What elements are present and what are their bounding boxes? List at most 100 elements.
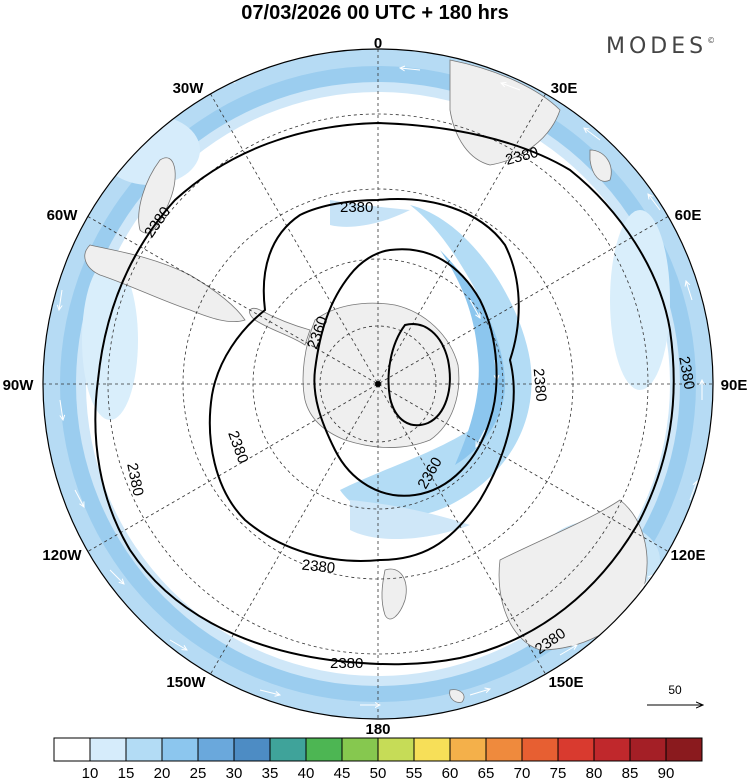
meridian — [87, 216, 669, 552]
wind-patch — [610, 210, 670, 390]
colorbar-tick-label: 75 — [550, 765, 567, 782]
colorbar-swatch — [269, 737, 307, 762]
colorbar-tick-label: 80 — [586, 765, 603, 782]
map-title: 07/03/2026 00 UTC + 180 hrs — [241, 2, 509, 24]
south-pole-marker — [375, 381, 381, 387]
colorbar-swatch — [449, 737, 487, 762]
colorbar-swatch — [593, 737, 631, 762]
colorbar-swatch — [413, 737, 451, 762]
contour-label: 2380 — [330, 655, 363, 672]
brand-name: MODES — [606, 34, 708, 59]
wind-arrow — [59, 289, 62, 310]
contour-label: 2380 — [340, 199, 373, 216]
colorbar-swatch — [629, 737, 667, 762]
wind-arrow — [169, 639, 187, 650]
lon-label-90w: 90W — [3, 377, 35, 394]
lon-label-150w: 150W — [166, 674, 206, 691]
wind-patch — [82, 260, 138, 420]
wind-arrow — [109, 569, 124, 584]
modes-logo: MODES© — [606, 34, 715, 59]
colorbar-tick-label: 30 — [226, 765, 243, 782]
height-contours — [94, 121, 675, 666]
colorbar-tick-label: 90 — [658, 765, 675, 782]
wind-arrow — [501, 83, 521, 91]
wind-arrow — [116, 139, 131, 154]
wind-arrow — [689, 481, 697, 501]
lon-label-90e: 90E — [721, 377, 748, 394]
antarctic-peninsula — [249, 307, 311, 346]
wind-patch — [350, 500, 470, 540]
colorbar-swatch — [557, 737, 595, 762]
colorbar-tick-label: 15 — [118, 765, 135, 782]
contour-label: 2380 — [301, 557, 336, 577]
wind-arrow — [469, 299, 480, 318]
inner-2380-contour — [208, 198, 520, 562]
wind-arrow — [60, 399, 63, 420]
2360-contour — [313, 248, 498, 497]
antarctica — [302, 302, 460, 448]
wind-arrow — [559, 645, 577, 656]
colorbar-swatch — [89, 737, 127, 762]
latitude-circle — [107, 113, 649, 655]
colorbar: 10 15 20 25 30 35 40 45 50 55 60 65 70 75 80 85 90 — [53, 737, 703, 782]
wind-arrow — [476, 429, 486, 447]
inner-jet-core — [440, 250, 505, 465]
colorbar-swatch — [521, 737, 559, 762]
wind-arrow — [469, 689, 490, 696]
wind-arrow — [400, 68, 421, 70]
lon-label-30w: 30W — [173, 80, 205, 97]
colorbar-swatch — [341, 737, 379, 762]
colorbar-tick-label: 45 — [334, 765, 351, 782]
wind-patch — [330, 200, 410, 227]
colorbar-tick-label: 50 — [370, 765, 387, 782]
colorbar-tick-label: 20 — [154, 765, 171, 782]
colorbar-swatch — [233, 737, 271, 762]
longitude-labels: 0 30E 60E 90E 120E 150E 180 150W 120W 90… — [3, 35, 748, 738]
colorbar-tick-label: 35 — [262, 765, 279, 782]
lon-label-60e: 60E — [675, 207, 702, 224]
colorbar-swatch — [53, 737, 91, 762]
wind-arrow — [648, 194, 661, 211]
contour-label: 2380 — [123, 461, 147, 497]
map-border — [42, 48, 714, 720]
lon-label-120w: 120W — [42, 547, 82, 564]
meridian — [210, 93, 546, 675]
colorbar-swatch — [197, 737, 235, 762]
colorbar-swatch — [665, 737, 703, 762]
colorbar-tick-label: 65 — [478, 765, 495, 782]
inner-low-contour — [387, 323, 451, 427]
wind-arrow — [584, 128, 601, 141]
colorbar-tick-label: 40 — [298, 765, 315, 782]
colorbar-swatch — [161, 737, 199, 762]
contour-label: 2380 — [530, 368, 550, 403]
graticule — [43, 49, 713, 719]
colorbar-swatch — [485, 737, 523, 762]
tasmania — [449, 689, 465, 703]
africa — [449, 59, 561, 166]
lon-label-30e: 30E — [551, 80, 578, 97]
new-zealand — [381, 568, 407, 620]
colorbar-tick-label: 70 — [514, 765, 531, 782]
colorbar-swatch — [377, 737, 415, 762]
colorbar-tick-label: 10 — [82, 765, 99, 782]
meridian — [87, 216, 669, 552]
south-america-tip — [138, 157, 176, 234]
reference-vector: 50 — [647, 683, 703, 705]
lon-label-120e: 120E — [670, 547, 705, 564]
lon-label-180: 180 — [365, 721, 390, 738]
lon-label-150e: 150E — [548, 674, 583, 691]
lon-label-0: 0 — [374, 35, 382, 52]
contour-label: 2380 — [675, 355, 698, 391]
meridian — [210, 93, 546, 675]
outer-2380-contour — [94, 121, 675, 666]
lon-label-60w: 60W — [47, 207, 79, 224]
wind-arrow — [74, 489, 84, 507]
colorbar-tick-label: 55 — [406, 765, 423, 782]
south-america — [84, 244, 246, 323]
wind-arrow — [686, 281, 693, 301]
land-masses — [84, 59, 648, 703]
reference-vector-value: 50 — [668, 683, 682, 697]
colorbar-tick-label: 60 — [442, 765, 459, 782]
copyright-mark: © — [707, 36, 716, 45]
colorbar-swatch — [125, 737, 163, 762]
